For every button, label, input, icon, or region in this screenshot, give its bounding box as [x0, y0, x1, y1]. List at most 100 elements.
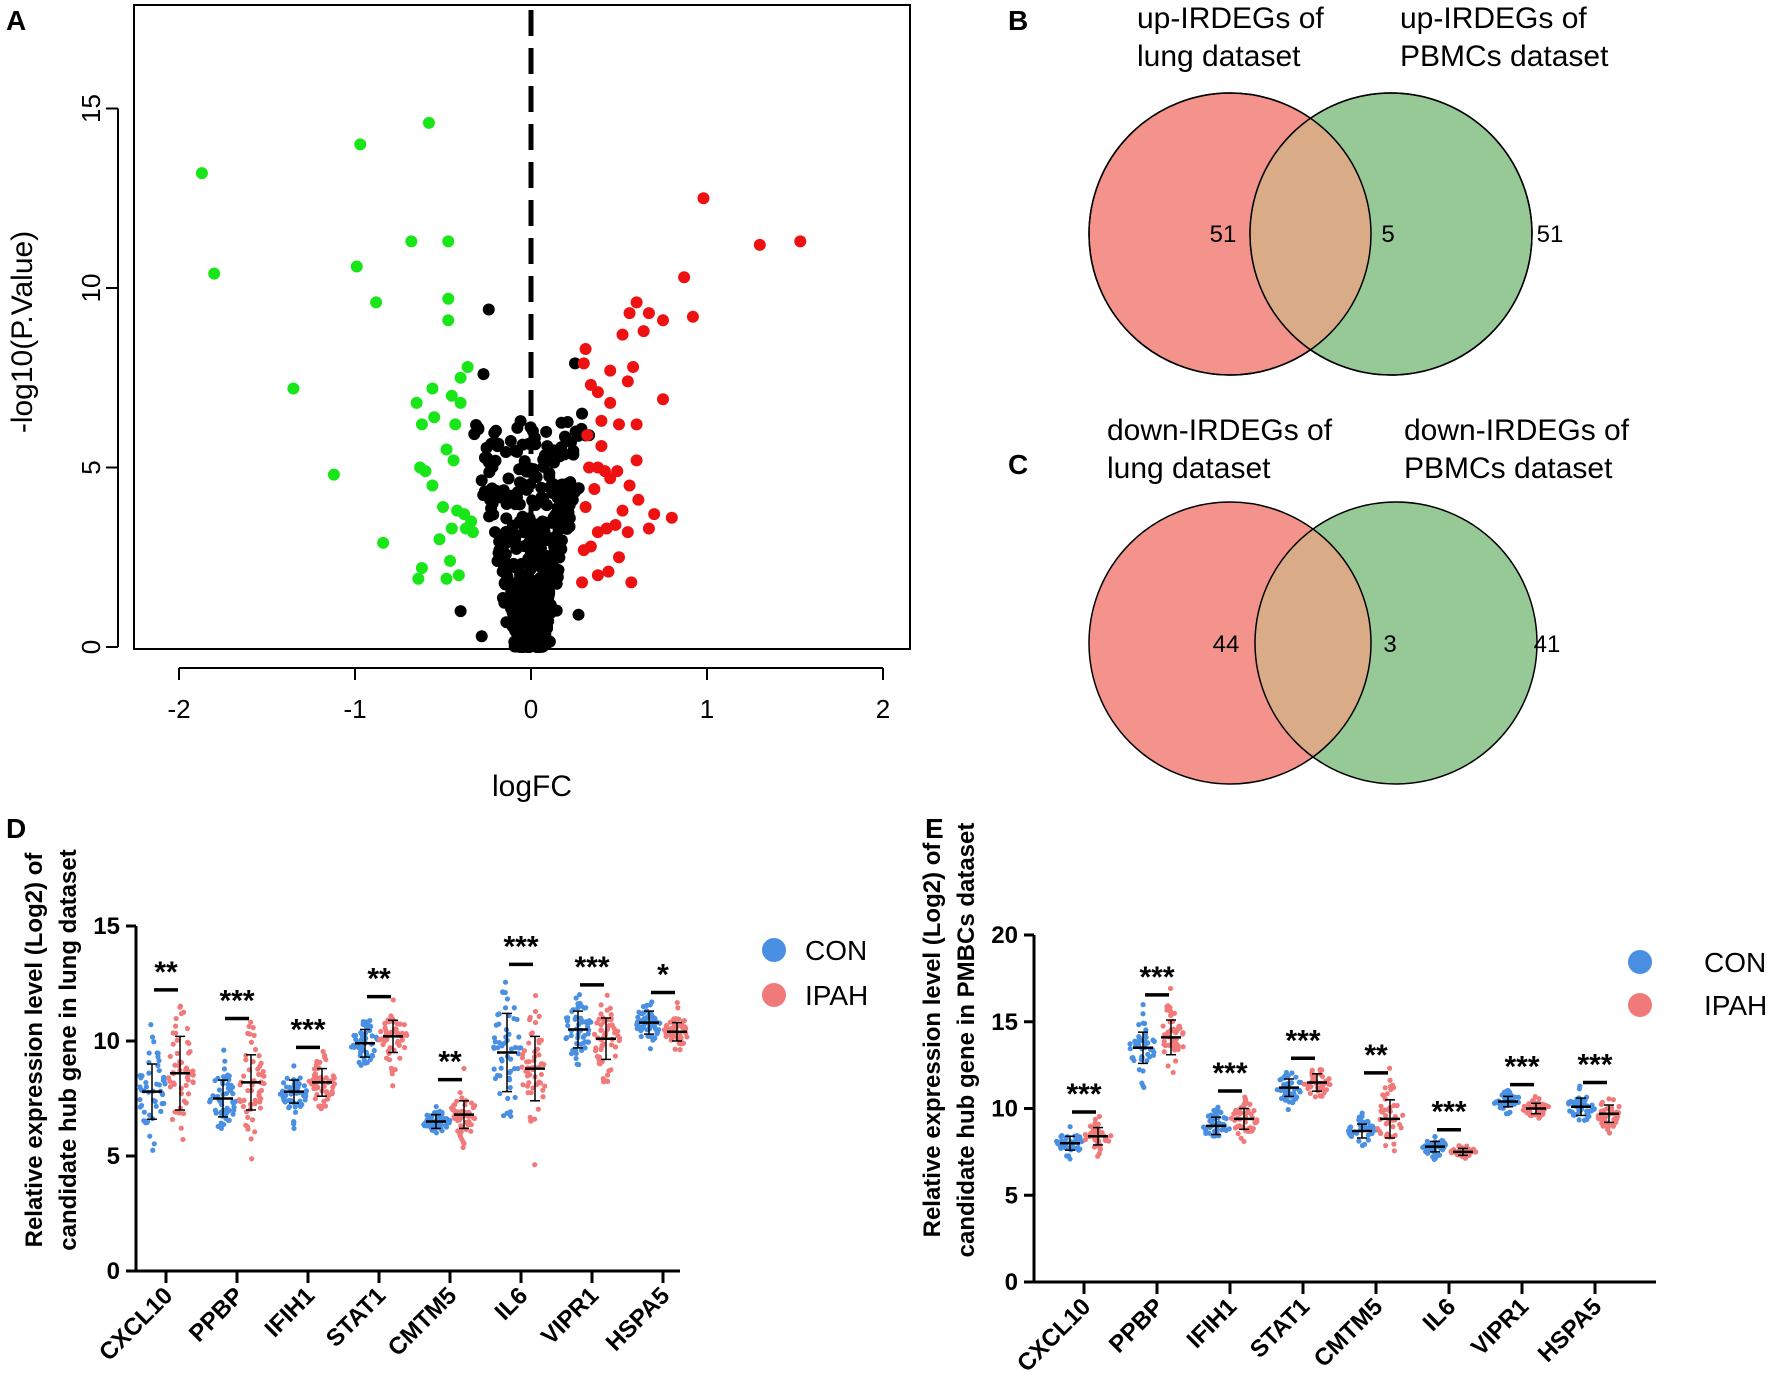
data-point-ipah [401, 1044, 408, 1051]
data-point-ipah [532, 1162, 538, 1168]
volcano-point-ns [478, 485, 491, 498]
data-point-ipah [1170, 1069, 1176, 1076]
data-point-con [156, 1067, 162, 1074]
data-point-ipah [527, 1014, 533, 1021]
data-point-con [212, 1107, 219, 1113]
data-point-con [511, 1015, 517, 1022]
data-point-ipah [459, 1136, 465, 1143]
volcano-point-down [437, 500, 449, 513]
data-point-ipah [183, 1067, 189, 1073]
data-point-con [1054, 1138, 1060, 1144]
volcano-point-up [794, 235, 807, 248]
data-point-con [1143, 1027, 1149, 1033]
data-point-con [635, 1014, 641, 1020]
data-point-ipah [241, 1073, 247, 1079]
data-point-ipah [380, 1041, 386, 1048]
volcano-y-tick-label: 10 [76, 274, 106, 303]
data-point-con [1283, 1069, 1289, 1076]
x-tick-label-cxcl10: CXCL10 [1012, 1293, 1096, 1377]
data-point-con [1425, 1150, 1431, 1156]
data-point-con [286, 1104, 293, 1110]
data-point-ipah [172, 1023, 179, 1029]
data-point-ipah [1326, 1076, 1332, 1082]
data-point-con [1145, 1051, 1151, 1058]
data-point-ipah [471, 1115, 478, 1122]
data-point-con [137, 1096, 143, 1103]
volcano-point-down [415, 418, 428, 431]
x-tick-label-il6: IL6 [490, 1282, 534, 1326]
volcano-point-ns [546, 450, 559, 463]
data-point-con [499, 1058, 505, 1064]
data-point-ipah [1599, 1115, 1605, 1121]
data-point-con [292, 1104, 298, 1110]
volcano-point-up [576, 576, 589, 589]
y-tick-label: 5 [1005, 1182, 1018, 1209]
data-point-ipah [167, 1053, 173, 1060]
x-tick-label-stat1: STAT1 [1245, 1293, 1315, 1363]
data-point-ipah [599, 1042, 605, 1049]
data-point-con [497, 1090, 503, 1097]
data-point-con [1293, 1074, 1299, 1080]
data-point-ipah [184, 1074, 190, 1081]
volcano-point-up [627, 360, 640, 373]
data-point-ipah [616, 1037, 622, 1044]
volcano-point-ns [513, 498, 526, 511]
volcano-point-ns [503, 526, 516, 539]
data-point-ipah [243, 1057, 249, 1063]
volcano-point-up [665, 511, 678, 524]
volcano-point-up [625, 576, 638, 589]
data-point-con [654, 1031, 660, 1037]
data-point-con [161, 1100, 167, 1106]
volcano-point-ns [524, 421, 537, 434]
data-point-ipah [536, 1040, 542, 1046]
volcano-point-up [604, 396, 617, 409]
data-point-con [439, 1111, 445, 1117]
data-point-con [1424, 1138, 1430, 1144]
data-point-ipah [324, 1096, 331, 1102]
significance-stars: ** [1364, 1039, 1388, 1072]
data-point-ipah [612, 1053, 618, 1059]
data-point-ipah [459, 1095, 465, 1101]
volcano-point-down [419, 465, 432, 478]
data-point-con [284, 1075, 290, 1081]
data-point-ipah [252, 1046, 259, 1053]
data-point-ipah [608, 1042, 615, 1048]
volcano-point-down [452, 569, 465, 582]
data-point-ipah [1247, 1101, 1253, 1107]
data-point-con [207, 1097, 214, 1103]
data-point-con [350, 1042, 357, 1048]
legend-ipah-marker [1628, 993, 1652, 1017]
data-point-ipah [519, 1055, 526, 1061]
data-point-ipah [1610, 1123, 1616, 1129]
volcano-point-ns [512, 626, 525, 639]
volcano-point-up [591, 386, 604, 399]
data-point-ipah [185, 1091, 192, 1097]
data-point-con [1566, 1099, 1572, 1105]
y-tick-label: 5 [107, 1143, 120, 1170]
data-point-con [139, 1073, 145, 1079]
volcano-point-up [621, 375, 634, 388]
data-point-con [1127, 1041, 1133, 1047]
data-point-con [141, 1109, 147, 1115]
data-point-ipah [538, 1071, 545, 1078]
data-point-ipah [252, 1101, 258, 1107]
data-point-ipah [536, 1052, 542, 1058]
data-point-ipah [604, 992, 610, 998]
data-point-ipah [1400, 1112, 1406, 1118]
data-point-con [433, 1103, 439, 1110]
data-point-ipah [250, 1025, 256, 1031]
data-point-con [582, 1045, 588, 1051]
volcano-point-ns [572, 482, 585, 495]
venn-b-right-count: 51 [1537, 221, 1564, 248]
data-point-con [221, 1066, 228, 1072]
data-point-con [291, 1063, 297, 1069]
data-point-ipah [399, 1030, 405, 1036]
volcano-point-ns [496, 591, 509, 604]
data-point-con [222, 1058, 228, 1064]
data-point-con [1139, 1054, 1145, 1061]
data-point-ipah [173, 1015, 179, 1022]
volcano-point-down [461, 360, 474, 373]
significance-stars: *** [503, 930, 538, 963]
volcano-point-ns [546, 535, 559, 548]
volcano-point-ns [491, 440, 504, 453]
